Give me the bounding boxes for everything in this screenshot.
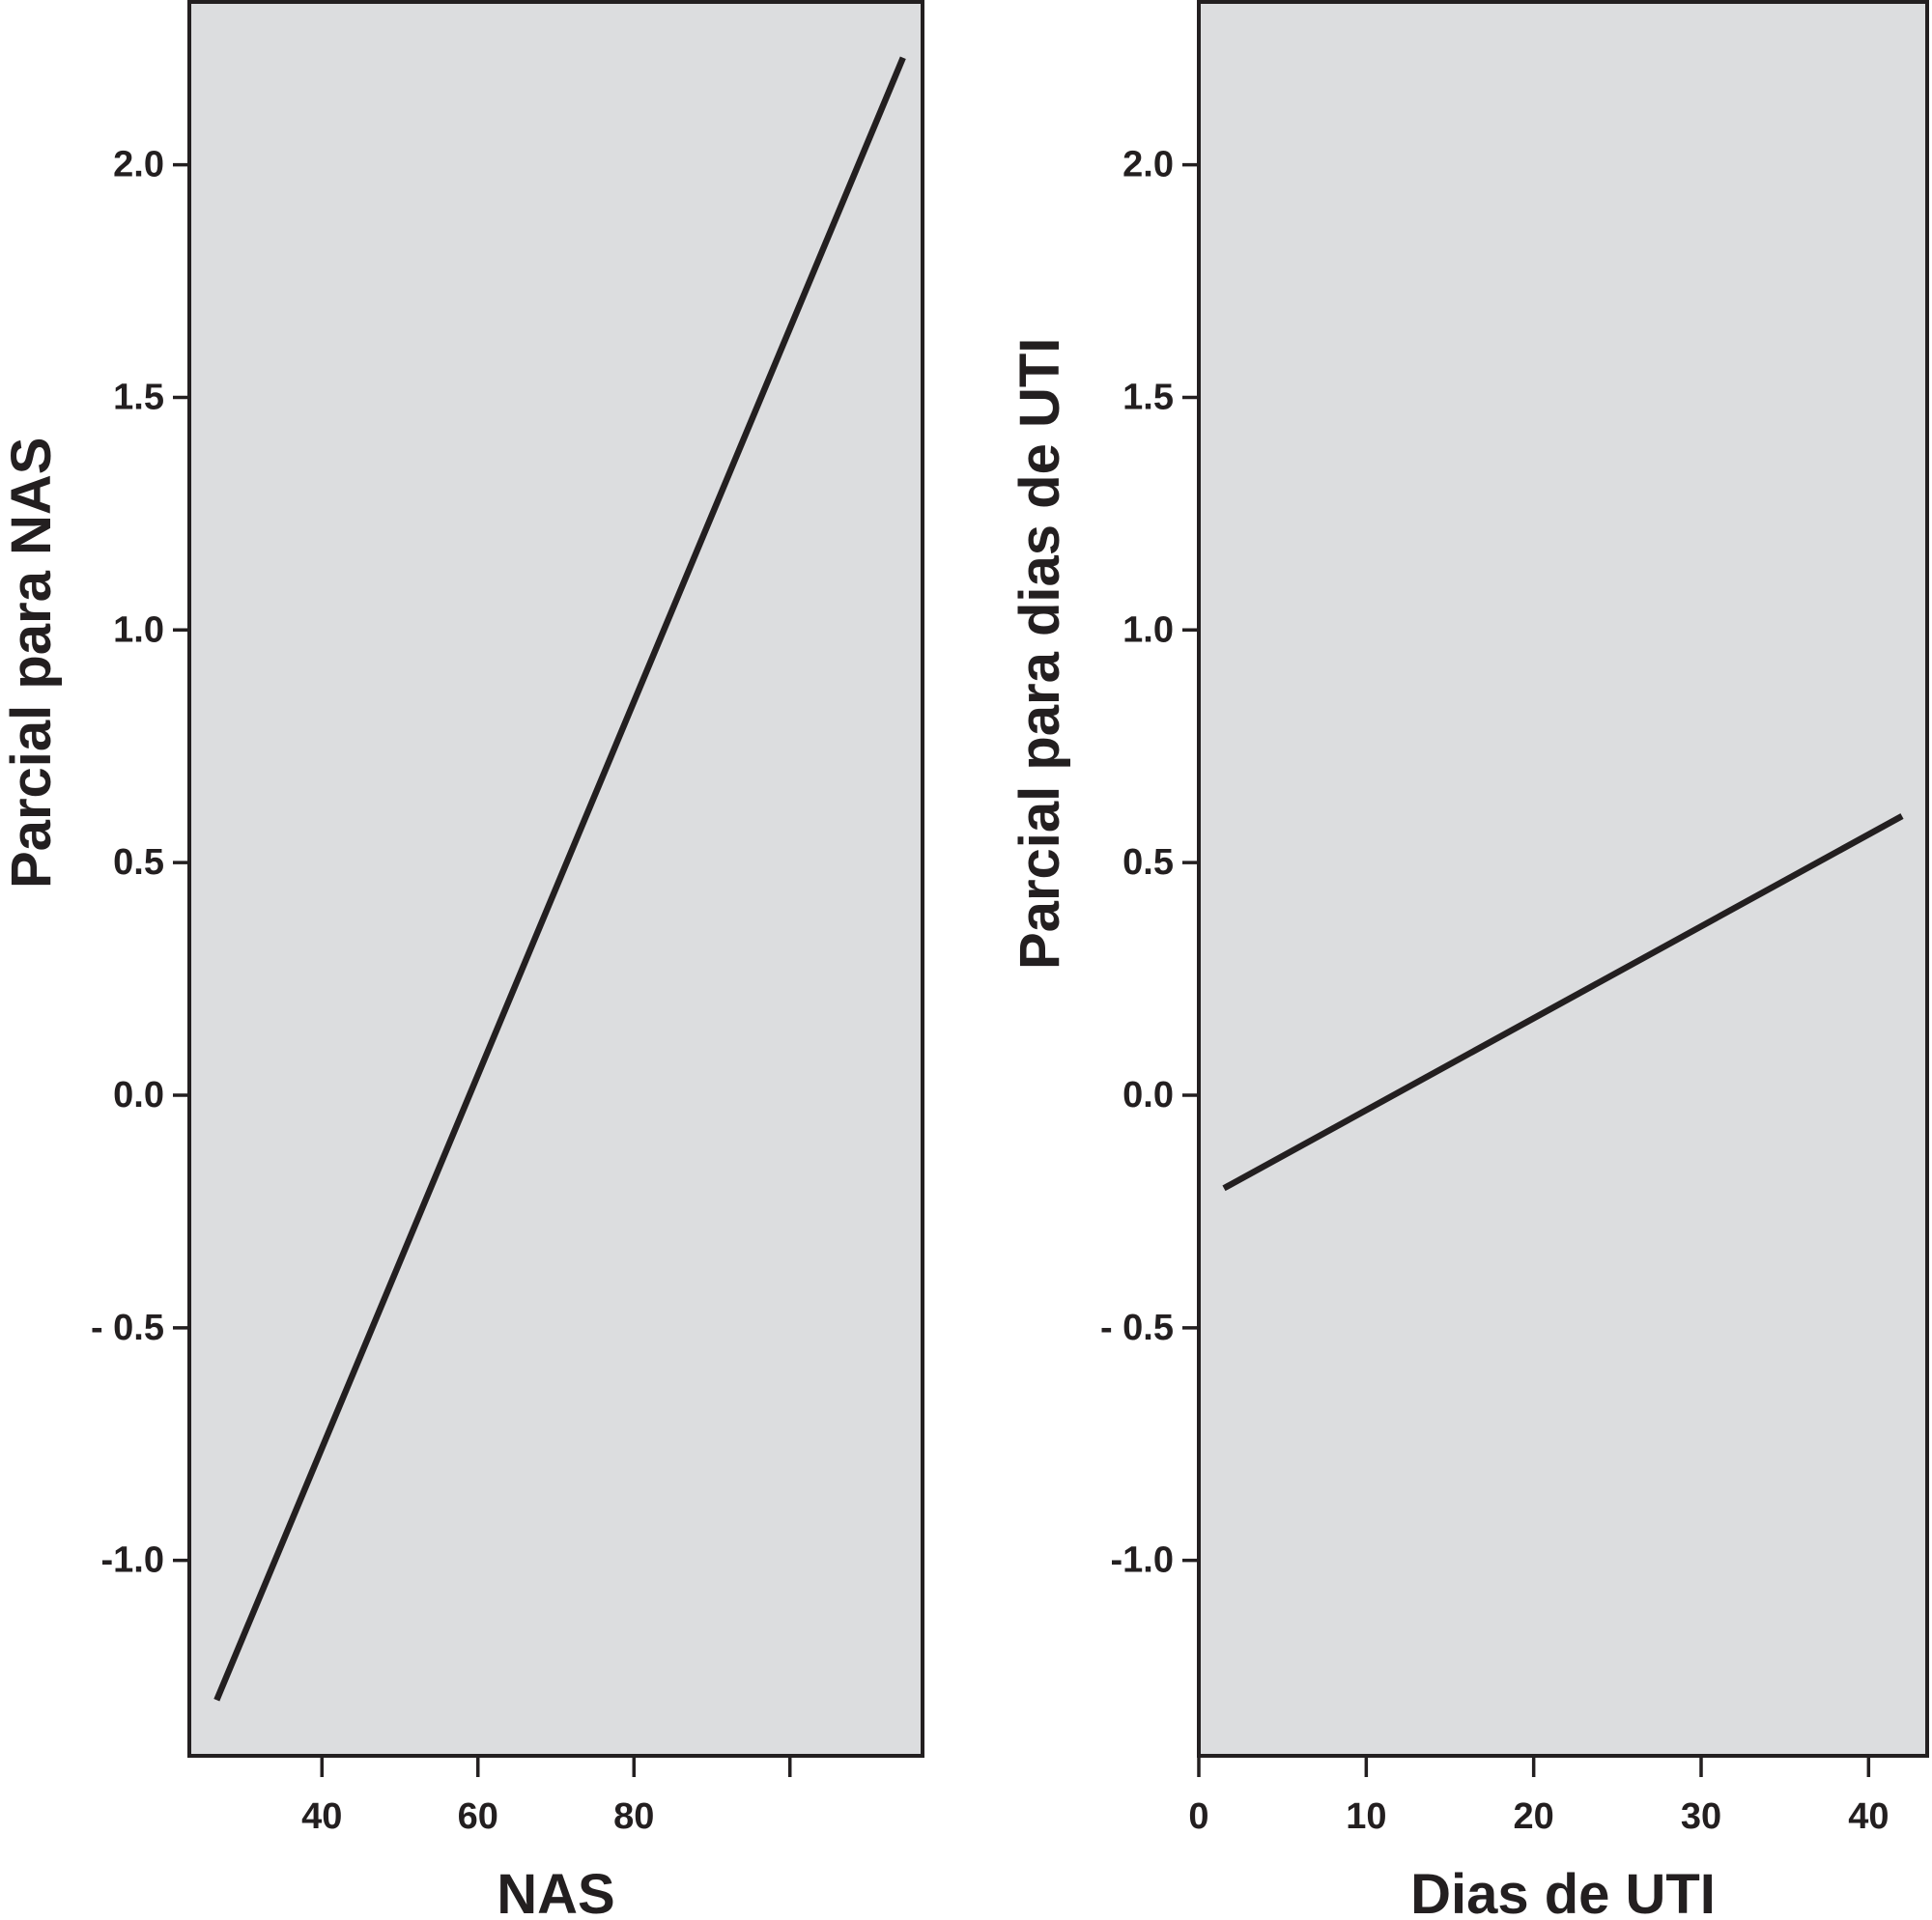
y-tick-label-1-5: 1.5 [113,377,164,417]
y-tick-label-neg-0-5: - 0.5 [91,1308,164,1348]
y-tick-label-0-5: 0.5 [1122,842,1174,883]
x-tick-label-20: 20 [1514,1796,1554,1837]
x-tick-label-80: 80 [613,1796,654,1837]
y-tick-label-1: 1.0 [113,609,164,650]
x-tick-label-40: 40 [301,1796,342,1837]
y-tick-label-1-5: 1.5 [1122,377,1174,417]
series-line-dias-de-uti [1222,813,1904,1192]
panel-nas: -1.0 - 0.5 0.0 0.5 1.0 1.5 2.0 40 60 80 NAS Parcial… [0,0,924,1920]
y-tick-label-neg-1: -1.0 [101,1540,164,1581]
x-tick-label-40: 40 [1848,1796,1889,1837]
x-axis-title: Dias de UTI [1410,1863,1716,1920]
y-tick-label-2: 2.0 [113,145,164,185]
series-line-nas [213,56,906,1702]
plot-area [1197,0,1929,1758]
y-tick-label-neg-0-5: - 0.5 [1100,1308,1174,1348]
y-tick-label-0: 0.0 [1122,1075,1174,1115]
plot-area [187,0,924,1758]
y-tick-label-0-5: 0.5 [113,842,164,883]
x-tick-label-30: 30 [1681,1796,1721,1837]
y-axis-title: Parcial para NAS [0,438,63,889]
y-tick-label-2: 2.0 [1122,145,1174,185]
y-tick-label-0: 0.0 [113,1075,164,1115]
y-axis-title: Parcial para dias de UTI [1009,338,1071,970]
y-tick-label-1: 1.0 [1122,609,1174,650]
y-tick-label-neg-1: -1.0 [1111,1540,1174,1581]
panel-dias-de-uti: -1.0 - 0.5 0.0 0.5 1.0 1.5 2.0 0 10 20 30 40 Dias de… [1009,0,1929,1920]
x-tick-label-0: 0 [1188,1796,1208,1837]
x-tick-label-60: 60 [458,1796,498,1837]
x-axis-title: NAS [497,1863,614,1920]
x-tick-label-10: 10 [1346,1796,1386,1837]
